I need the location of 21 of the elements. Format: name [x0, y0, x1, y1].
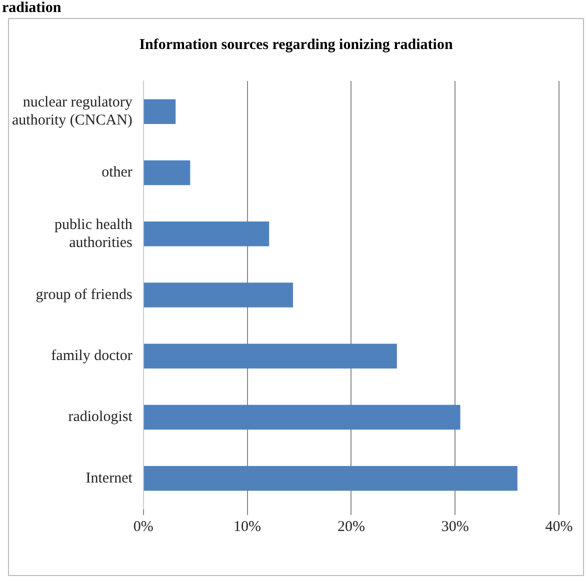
x-tick-label: 0%	[133, 518, 154, 535]
x-tick-label: 20%	[337, 518, 365, 535]
bar	[144, 221, 270, 246]
bar	[144, 160, 190, 186]
y-tick-label: Internet	[86, 470, 134, 486]
y-tick-label: other	[102, 164, 132, 181]
bar	[144, 99, 176, 124]
y-tick-label: group of friends	[36, 286, 133, 303]
bar	[144, 466, 518, 491]
bar	[144, 404, 460, 430]
text: radiation	[2, 0, 62, 16]
y-tick-label: family doctor	[51, 348, 132, 364]
chart-title: Information sources regarding ionizing radiation	[138, 37, 454, 54]
y-tick-label: nuclear regulatory authority (CNCAN)	[12, 94, 133, 129]
x-tick-label: 10%	[234, 518, 262, 535]
x-tick-label: 30%	[441, 518, 469, 535]
bar	[144, 344, 397, 369]
y-tick-label: public health authorities	[54, 216, 133, 251]
x-tick-label: 40%	[545, 518, 573, 535]
y-tick-label: radiologist	[68, 409, 134, 426]
bar	[144, 282, 294, 308]
